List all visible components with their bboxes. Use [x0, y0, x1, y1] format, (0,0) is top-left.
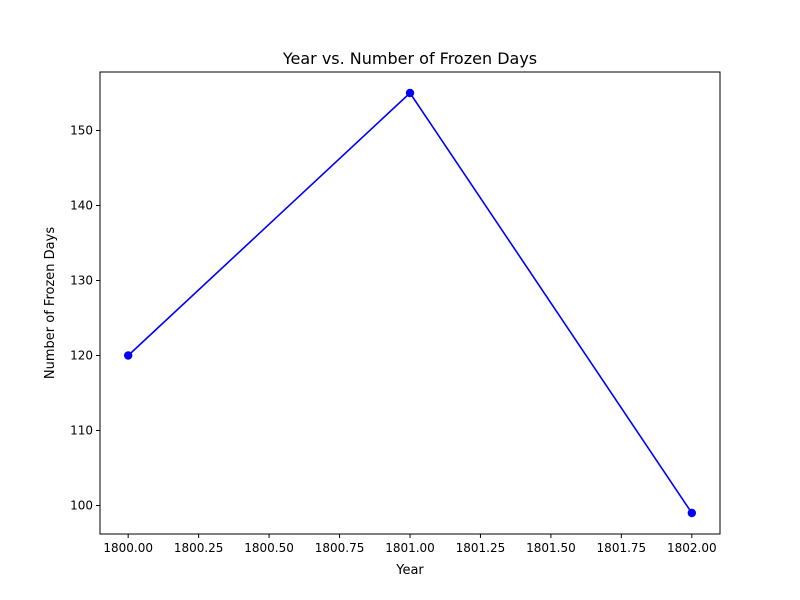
x-axis: 1800.00 1800.25 1800.50 1800.75 1801.00 1801.…: [103, 534, 717, 555]
data-point: [123, 351, 133, 360]
series-line: [127, 91, 693, 514]
y-axis-label: Number of Frozen Days: [43, 227, 58, 379]
x-tick-label: 1800.75: [315, 541, 365, 555]
y-tick-label: 130: [70, 274, 93, 288]
x-tick-label: 1800.50: [244, 541, 294, 555]
x-tick-label: 1801.25: [456, 541, 506, 555]
x-tick-label: 1800.25: [174, 541, 224, 555]
x-tick-label: 1801.75: [597, 541, 647, 555]
chart-title: Year vs. Number of Frozen Days: [282, 49, 537, 68]
plot-area: [123, 88, 697, 518]
axes-frame: [99, 71, 721, 535]
x-tick-label: 1801.50: [526, 541, 576, 555]
y-tick-label: 110: [70, 424, 93, 438]
y-axis: 100 110 120 130 140 150: [70, 124, 100, 513]
y-tick-label: 100: [70, 499, 93, 513]
x-tick-label: 1802.00: [667, 541, 717, 555]
x-axis-label: Year: [395, 563, 424, 578]
y-tick-label: 120: [70, 349, 93, 363]
y-tick-label: 150: [70, 124, 93, 138]
data-point: [687, 508, 697, 518]
y-tick-label: 140: [70, 199, 93, 213]
x-tick-label: 1800.00: [103, 541, 153, 555]
data-point: [405, 88, 415, 98]
x-tick-label: 1801.00: [385, 541, 435, 555]
